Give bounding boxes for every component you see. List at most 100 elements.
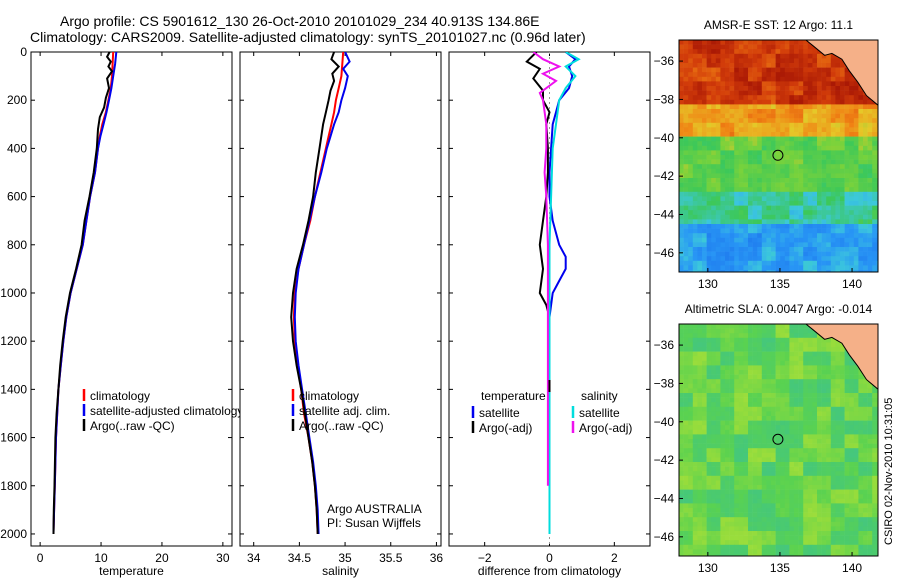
heatmap-cell — [748, 63, 753, 68]
heatmap-cell — [863, 155, 868, 160]
heatmap-cell — [692, 237, 698, 243]
heatmap-cell — [826, 342, 832, 348]
heatmap-cell — [679, 224, 684, 229]
heatmap-cell — [743, 471, 749, 477]
heatmap-cell — [863, 535, 868, 541]
heatmap-cell — [711, 81, 717, 87]
heatmap-cell — [789, 182, 795, 188]
heatmap-cell — [720, 549, 726, 555]
heatmap-cell — [798, 420, 804, 426]
heatmap-cell — [711, 178, 717, 183]
heatmap-cell — [743, 365, 749, 371]
heatmap-cell — [817, 388, 822, 394]
heatmap-cell — [872, 145, 878, 151]
heatmap-cell — [775, 53, 781, 59]
heatmap-cell — [784, 360, 790, 366]
heatmap-cell — [715, 44, 721, 50]
heatmap-cell — [720, 360, 726, 366]
heatmap-cell — [688, 462, 694, 467]
heatmap-cell — [738, 457, 744, 463]
heatmap-cell — [812, 347, 818, 352]
temperature-legend-label: satellite-adjusted climatology — [90, 404, 243, 418]
heatmap-cell — [826, 485, 832, 490]
heatmap-cell — [803, 44, 809, 50]
heatmap-cell — [780, 531, 786, 536]
heatmap-cell — [720, 494, 726, 500]
heatmap-cell — [784, 333, 790, 339]
heatmap-cell — [692, 145, 698, 151]
heatmap-cell — [715, 242, 721, 248]
heatmap-cell — [867, 118, 873, 124]
heatmap-cell — [789, 155, 795, 160]
heatmap-cell — [702, 512, 707, 518]
heatmap-cell — [702, 44, 707, 50]
heatmap-cell — [789, 374, 795, 380]
heatmap-cell — [771, 164, 776, 170]
heatmap-cell — [711, 228, 717, 234]
heatmap-cell — [688, 86, 694, 91]
heatmap-cell — [729, 535, 735, 541]
heatmap-cell — [803, 63, 809, 68]
heatmap-cell — [807, 247, 813, 252]
heatmap-cell — [748, 40, 753, 45]
heatmap-cell — [798, 466, 804, 472]
heatmap-cell — [715, 411, 721, 417]
heatmap-cell — [867, 489, 873, 495]
heatmap-cell — [830, 512, 836, 518]
heatmap-cell — [794, 342, 799, 348]
heatmap-cell — [706, 452, 712, 458]
heatmap-cell — [715, 489, 721, 495]
heatmap-cell — [706, 554, 712, 556]
heatmap-cell — [784, 201, 790, 206]
heatmap-cell — [697, 141, 703, 147]
heatmap-cell — [679, 95, 684, 101]
heatmap-cell — [830, 228, 836, 234]
heatmap-cell — [789, 127, 795, 133]
heatmap-cell — [826, 549, 832, 555]
heatmap-cell — [715, 439, 721, 444]
heatmap-cell — [812, 379, 818, 385]
heatmap-cell — [844, 512, 850, 518]
heatmap-cell — [784, 233, 790, 239]
heatmap-cell — [830, 164, 836, 170]
heatmap-cell — [780, 210, 786, 216]
heatmap-cell — [803, 512, 809, 518]
heatmap-cell — [679, 81, 684, 87]
heatmap-cell — [688, 113, 694, 119]
heatmap-cell — [697, 393, 703, 398]
heatmap-cell — [761, 205, 767, 211]
heatmap-cell — [780, 526, 786, 532]
heatmap-cell — [725, 554, 730, 556]
heatmap-cell — [794, 452, 799, 458]
heatmap-cell — [683, 540, 689, 546]
heatmap-cell — [683, 466, 689, 472]
heatmap-cell — [738, 489, 744, 495]
heatmap-cell — [725, 342, 730, 348]
heatmap-cell — [702, 365, 707, 371]
heatmap-cell — [812, 210, 818, 216]
heatmap-cell — [798, 503, 804, 509]
heatmap-cell — [738, 521, 744, 527]
heatmap-cell — [715, 503, 721, 509]
heatmap-cell — [752, 196, 758, 202]
heatmap-cell — [725, 237, 730, 243]
heatmap-cell — [807, 265, 813, 271]
heatmap-cell — [697, 328, 703, 334]
heatmap-cell — [761, 425, 767, 431]
heatmap-cell — [706, 113, 712, 119]
heatmap-cell — [798, 205, 804, 211]
heatmap-cell — [743, 485, 749, 490]
heatmap-cell — [775, 448, 781, 454]
heatmap-cell — [688, 210, 694, 216]
heatmap-cell — [734, 439, 740, 444]
heatmap-cell — [830, 471, 836, 477]
heatmap-cell — [729, 251, 735, 257]
heatmap-cell — [853, 132, 859, 137]
heatmap-cell — [757, 191, 763, 197]
heatmap-cell — [757, 63, 763, 68]
heatmap-cell — [798, 374, 804, 380]
heatmap-cell — [692, 270, 698, 272]
heatmap-cell — [757, 113, 763, 119]
heatmap-cell — [798, 237, 804, 243]
